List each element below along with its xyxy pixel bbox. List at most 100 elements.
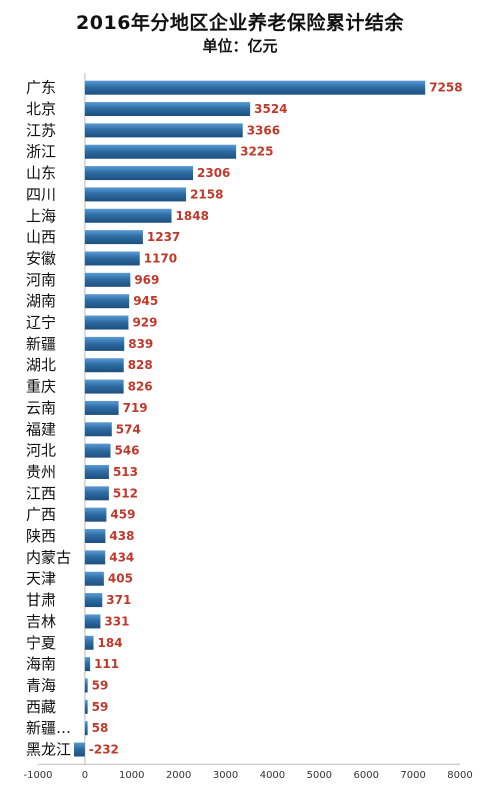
value-label: 1237	[147, 230, 180, 244]
bar	[84, 486, 109, 501]
x-tick-label: 7000	[400, 770, 425, 781]
value-label: 58	[92, 721, 109, 735]
value-label: 826	[128, 380, 153, 394]
category-label: 浙江	[26, 143, 56, 161]
bar	[84, 144, 237, 159]
bar	[84, 123, 243, 138]
bar	[84, 80, 426, 95]
x-tick-label: 8000	[447, 770, 472, 781]
category-label: 宁夏	[26, 634, 56, 652]
value-label: 546	[114, 444, 139, 458]
bar	[84, 272, 131, 287]
bar	[84, 400, 119, 415]
bar	[84, 358, 124, 373]
value-label: 111	[94, 657, 119, 671]
value-label: 59	[92, 700, 109, 714]
category-label: 河南	[26, 271, 56, 289]
bar	[84, 230, 143, 245]
x-tick-label: 4000	[260, 770, 285, 781]
bar	[84, 550, 106, 565]
category-label: 西藏	[26, 698, 56, 716]
value-label: 512	[113, 486, 138, 500]
value-label: 371	[106, 593, 131, 607]
category-label: 内蒙古	[26, 548, 71, 566]
category-label: 广东	[26, 79, 56, 97]
bar	[84, 102, 251, 117]
category-label: 新疆	[26, 335, 56, 353]
category-label: 河北	[26, 442, 56, 460]
value-label: 2158	[190, 187, 223, 201]
value-label: 3366	[247, 123, 280, 137]
value-label: 7258	[429, 81, 462, 95]
bar	[84, 678, 88, 693]
value-label: 828	[128, 358, 153, 372]
value-label: 969	[134, 273, 159, 287]
category-label: 贵州	[26, 463, 56, 481]
category-label: 福建	[26, 420, 56, 438]
value-label: 574	[116, 422, 141, 436]
category-label: 北京	[26, 100, 56, 118]
bar	[84, 657, 91, 672]
category-label: 广西	[26, 506, 56, 524]
category-label: 甘肃	[26, 591, 56, 609]
bar	[84, 635, 94, 650]
bar	[84, 336, 125, 351]
bar	[84, 507, 107, 522]
bar	[84, 571, 104, 586]
value-label: -232	[89, 743, 119, 757]
value-label: 929	[132, 316, 157, 330]
category-label: 新疆…	[26, 719, 71, 737]
category-label: 山西	[26, 228, 56, 246]
plot-area: 广东 7258 北京 3524 江苏 3366 浙江 3225 山东 2306 四川 2158 上海 18…	[23, 73, 473, 781]
x-tick-label: -1000	[23, 770, 52, 781]
value-label: 2306	[197, 166, 230, 180]
category-label: 辽宁	[26, 314, 56, 332]
bar	[84, 614, 101, 629]
category-label: 天津	[26, 570, 56, 588]
value-label: 3524	[254, 102, 287, 116]
value-label: 438	[109, 529, 134, 543]
bar	[84, 166, 194, 181]
bar	[74, 742, 85, 757]
bar	[84, 208, 172, 223]
bar	[84, 422, 112, 437]
category-label: 山东	[26, 164, 56, 182]
category-label: 黑龙江	[26, 741, 71, 759]
category-label: 吉林	[26, 612, 56, 630]
bar	[84, 593, 103, 608]
bar	[84, 443, 111, 458]
x-tick-label: 2000	[166, 770, 191, 781]
chart-subtitle: 单位：亿元	[202, 37, 278, 55]
category-label: 重庆	[26, 378, 56, 396]
category-label: 四川	[26, 185, 56, 203]
value-label: 513	[113, 465, 138, 479]
bar	[84, 187, 187, 202]
bar	[84, 315, 129, 330]
bar	[84, 251, 140, 266]
value-label: 459	[110, 508, 135, 522]
value-label: 434	[109, 550, 134, 564]
bar	[84, 529, 106, 544]
value-label: 59	[92, 678, 109, 692]
category-label: 海南	[26, 655, 56, 673]
category-label: 陕西	[26, 527, 56, 545]
bar	[84, 379, 124, 394]
chart-title: 2016年分地区企业养老保险累计结余	[76, 12, 404, 34]
x-tick-label: 6000	[353, 770, 378, 781]
x-tick-label: 5000	[307, 770, 332, 781]
category-label: 江西	[26, 484, 56, 502]
category-label: 云南	[26, 399, 56, 417]
bar	[84, 721, 88, 736]
x-tick-label: 1000	[119, 770, 144, 781]
category-label: 湖南	[26, 292, 56, 310]
category-label: 上海	[26, 207, 56, 225]
value-label: 945	[133, 294, 158, 308]
value-label: 1170	[144, 251, 177, 265]
value-label: 839	[128, 337, 153, 351]
category-label: 青海	[26, 676, 56, 694]
value-label: 1848	[176, 209, 209, 223]
value-label: 331	[104, 614, 129, 628]
x-tick-label: 0	[82, 770, 88, 781]
category-label: 安徽	[26, 249, 56, 267]
